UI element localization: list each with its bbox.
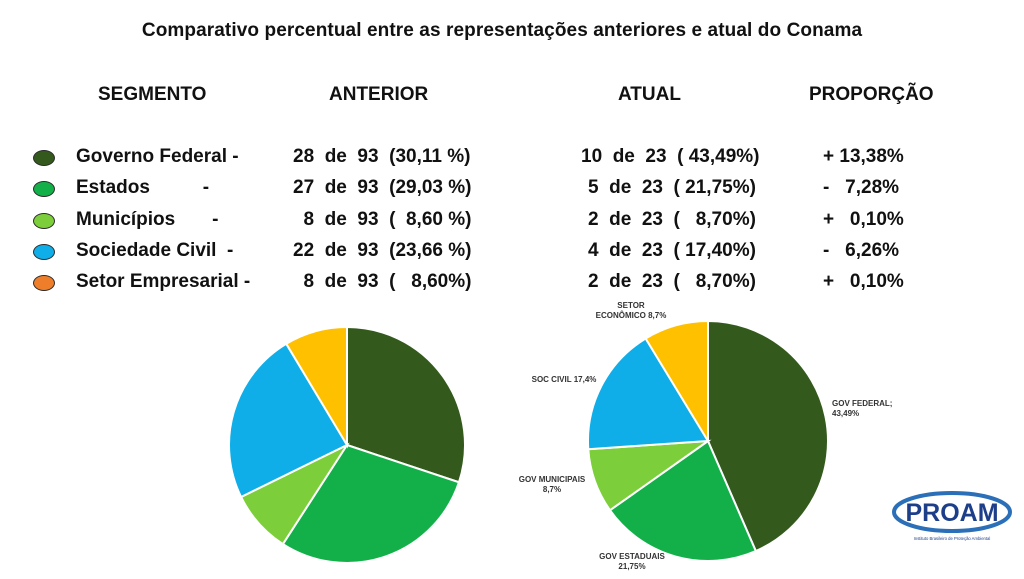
header-atual: ATUAL [618,84,681,105]
pie-slice [228,342,349,499]
header-proporcao: PROPORÇÃO [809,84,934,105]
pie-slice [346,325,466,484]
table-row: Governo Federal - 28 de 93 (30,11 %) 10 … [0,146,1024,176]
legend-bullet [33,244,55,260]
proporcao-value: + 13,38% [823,146,904,167]
anterior-value: 8 de 93 ( 8,60 %) [293,209,472,230]
pie-data-label: GOV MUNICIPAIS 8,7% [519,475,586,494]
atual-value: 2 de 23 ( 8,70%) [588,271,756,292]
pie-slice [644,319,709,445]
logo-text: PROAM [905,499,998,527]
logo-subtitle: Instituto Brasileiro de Proteção Ambient… [914,536,991,541]
pie-data-label: SOC CIVIL 17,4% [532,375,597,384]
proporcao-value: - 7,28% [823,177,900,198]
anterior-value: 22 de 93 (23,66 %) [293,240,472,261]
proam-logo: PROAM Instituto Brasileiro de Proteção A… [892,491,1012,541]
proporcao-value: + 0,10% [823,271,904,292]
anterior-value: 28 de 93 (30,11 %) [293,146,471,167]
segment-label: Setor Empresarial - [76,271,251,292]
pie-slice [587,337,710,451]
anterior-value: 8 de 93 ( 8,60%) [293,271,472,292]
proporcao-value: + 0,10% [823,209,904,230]
pie-slice [608,439,758,562]
header-anterior: ANTERIOR [329,84,429,105]
table-row: Municípios - 8 de 93 ( 8,60 %) 2 de 23 (… [0,209,1024,239]
atual-value: 2 de 23 ( 8,70%) [588,209,756,230]
page-title: Comparativo percentual entre as represen… [141,20,863,41]
pie-slice [707,319,829,553]
proporcao-value: - 6,26% [823,240,900,261]
table-row: Setor Empresarial - 8 de 93 ( 8,60%) 2 d… [0,271,1024,301]
legend-bullet [33,181,55,197]
pie-chart-anterior [228,325,466,564]
atual-value: 10 de 23 ( 43,49%) [581,146,760,167]
segment-label: Governo Federal - [76,146,239,167]
segment-label: Sociedade Civil - [76,240,234,261]
pie-slice [281,443,461,564]
table-row: Sociedade Civil - 22 de 93 (23,66 %) 4 d… [0,240,1024,270]
header-segmento: SEGMENTO [98,84,207,105]
legend-bullet [33,150,55,166]
atual-value: 4 de 23 ( 17,40%) [588,240,756,261]
segment-label: Municípios - [76,209,219,230]
segment-label: Estados - [76,177,210,198]
legend-bullet [33,275,55,291]
pie-data-label: GOV ESTADUAIS 21,75% [599,552,665,571]
pie-slice [284,325,348,449]
pie-data-label: GOV FEDERAL; 43,49% [832,399,892,418]
legend-bullet [33,213,55,229]
pie-data-label: SETOR ECONÔMICO 8,7% [596,301,667,320]
table-row: Estados - 27 de 93 (29,03 %) 5 de 23 ( 2… [0,177,1024,207]
atual-value: 5 de 23 ( 21,75%) [588,177,756,198]
pie-chart-atual: GOV FEDERAL; 43,49% GOV ESTADUAIS 21,75% GOV… [519,301,893,571]
anterior-value: 27 de 93 (29,03 %) [293,177,472,198]
